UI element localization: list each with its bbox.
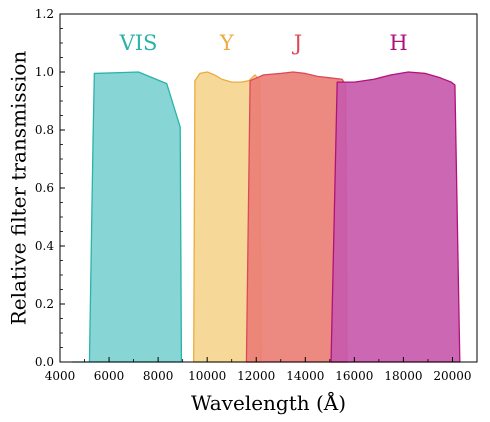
x-tick-label: 6000 bbox=[94, 369, 125, 383]
y-tick-label: 1.2 bbox=[35, 7, 54, 21]
x-tick-label: 16000 bbox=[335, 369, 373, 383]
x-tick-label: 18000 bbox=[384, 369, 422, 383]
x-tick-label: 20000 bbox=[433, 369, 471, 383]
x-tick-label: 4000 bbox=[45, 369, 76, 383]
band-labels: VIS Y J H bbox=[119, 31, 408, 55]
x-axis-label: Wavelength (Å) bbox=[191, 390, 346, 415]
series-area-h bbox=[330, 71, 461, 363]
x-tick-label: 8000 bbox=[143, 369, 174, 383]
y-tick-label: 0.0 bbox=[35, 355, 54, 369]
series-area-vis bbox=[71, 71, 183, 363]
y-tick-label: 0.6 bbox=[35, 181, 54, 195]
series-layer bbox=[71, 71, 461, 363]
band-label-y: Y bbox=[219, 31, 235, 55]
y-tick-label: 0.2 bbox=[35, 297, 54, 311]
y-tick-label: 0.8 bbox=[35, 123, 54, 137]
band-label-j: J bbox=[292, 31, 302, 55]
y-tick-label: 1.0 bbox=[35, 65, 54, 79]
y-axis-label: Relative filter transmission bbox=[7, 51, 31, 326]
band-label-vis: VIS bbox=[119, 31, 158, 55]
y-axis: 0.0 0.2 0.4 0.6 0.8 1.0 1.2 bbox=[35, 7, 65, 369]
x-tick-label: 10000 bbox=[188, 369, 226, 383]
y-tick-label: 0.4 bbox=[35, 239, 54, 253]
x-tick-label: 14000 bbox=[286, 369, 324, 383]
x-tick-label: 12000 bbox=[237, 369, 275, 383]
x-axis: 4000 6000 8000 10000 12000 14000 16000 18000 200… bbox=[45, 357, 478, 383]
band-label-h: H bbox=[389, 31, 407, 55]
